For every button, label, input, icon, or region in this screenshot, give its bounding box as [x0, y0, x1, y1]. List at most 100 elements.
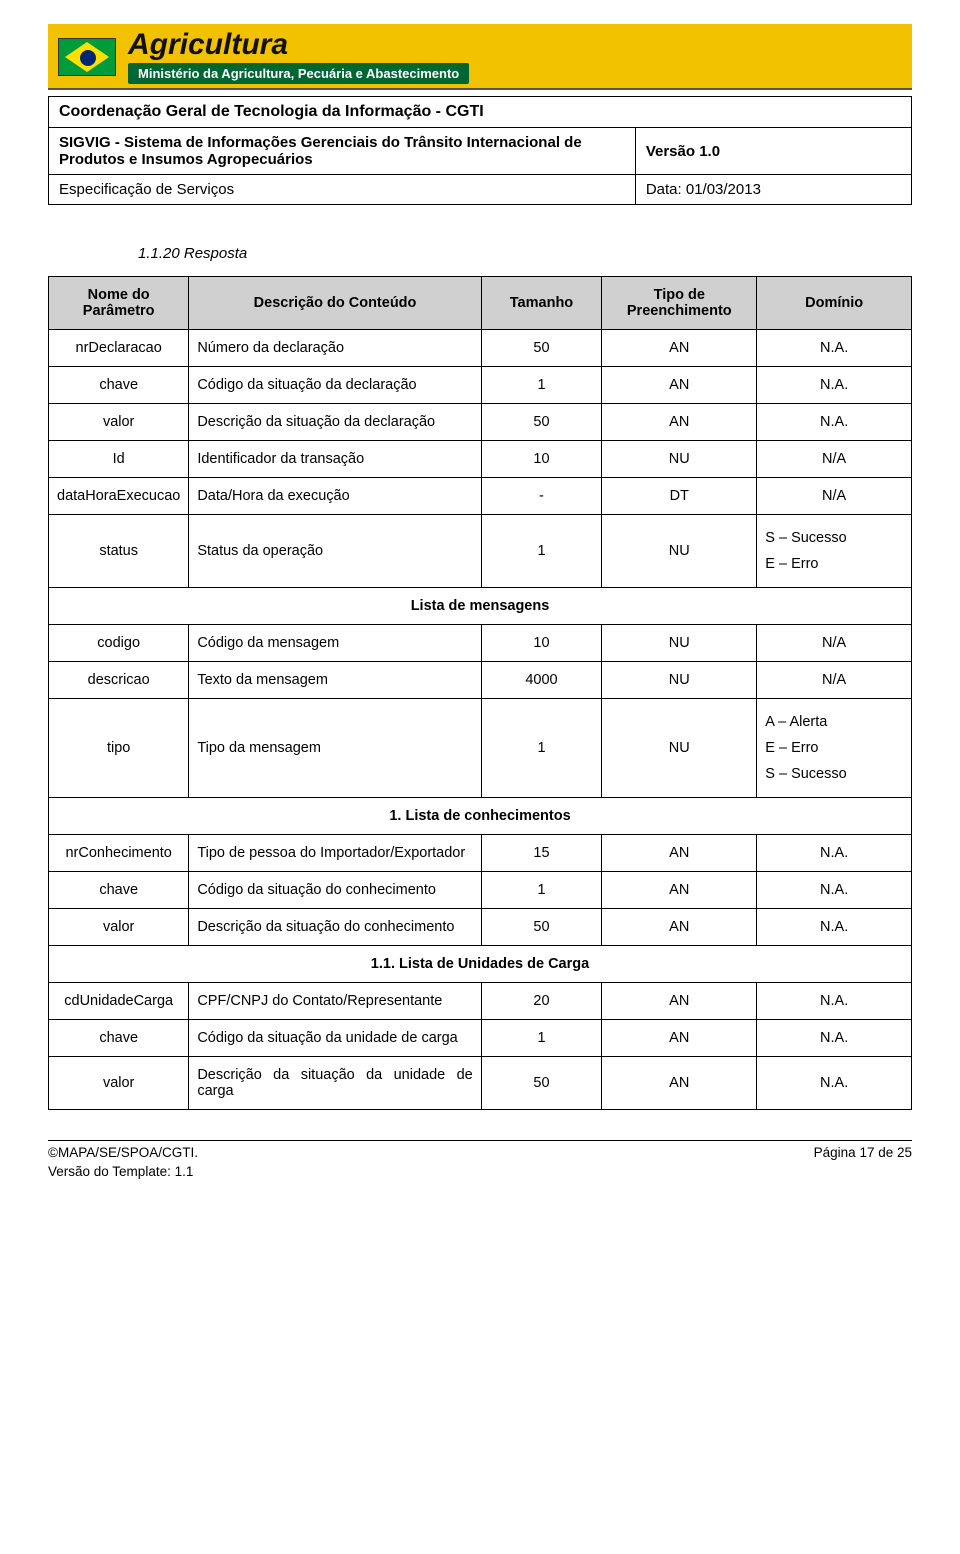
system-name: SIGVIG - Sistema de Informações Gerencia…	[49, 128, 636, 175]
table-row: nrConhecimentoTipo de pessoa do Importad…	[49, 835, 912, 872]
cell-domain: N.A.	[757, 1020, 912, 1057]
cell-param: chave	[49, 367, 189, 404]
cell-size: 1	[481, 699, 601, 798]
cell-fill: AN	[602, 1020, 757, 1057]
cell-fill: AN	[602, 835, 757, 872]
cell-fill: NU	[602, 441, 757, 478]
cell-size: 10	[481, 625, 601, 662]
section-heading: 1.1.20 Resposta	[138, 245, 912, 262]
cell-fill: AN	[602, 983, 757, 1020]
cell-fill: NU	[602, 699, 757, 798]
table-row: nrDeclaracaoNúmero da declaração50ANN.A.	[49, 330, 912, 367]
cell-fill: AN	[602, 404, 757, 441]
cell-size: 50	[481, 909, 601, 946]
cgti-label: Coordenação Geral de Tecnologia da Infor…	[49, 97, 912, 128]
cell-fill: AN	[602, 872, 757, 909]
cell-desc: Tipo de pessoa do Importador/Exportador	[189, 835, 481, 872]
cell-param: tipo	[49, 699, 189, 798]
cell-param: cdUnidadeCarga	[49, 983, 189, 1020]
cell-domain: N/A	[757, 625, 912, 662]
cell-size: 10	[481, 441, 601, 478]
section-divider-row: Lista de mensagens	[49, 588, 912, 625]
cell-domain: N.A.	[757, 367, 912, 404]
cell-param: codigo	[49, 625, 189, 662]
cell-domain: N/A	[757, 662, 912, 699]
cell-fill: AN	[602, 1057, 757, 1110]
cell-param: Id	[49, 441, 189, 478]
cell-desc: Data/Hora da execução	[189, 478, 481, 515]
banner-subtitle: Ministério da Agricultura, Pecuária e Ab…	[128, 63, 469, 84]
cell-domain: S – SucessoE – Erro	[757, 515, 912, 588]
ministry-banner: Agricultura Ministério da Agricultura, P…	[48, 24, 912, 90]
cell-param: nrConhecimento	[49, 835, 189, 872]
table-row: codigoCódigo da mensagem10NUN/A	[49, 625, 912, 662]
cell-domain: N.A.	[757, 983, 912, 1020]
cell-param: valor	[49, 909, 189, 946]
banner-title: Agricultura	[128, 30, 469, 60]
cell-size: 1	[481, 515, 601, 588]
parameters-table: Nome do Parâmetro Descrição do Conteúdo …	[48, 276, 912, 1110]
cell-size: 1	[481, 872, 601, 909]
col-header-size: Tamanho	[481, 277, 601, 330]
footer-template-version: Versão do Template: 1.1	[48, 1164, 912, 1179]
cell-domain: N/A	[757, 441, 912, 478]
cell-domain: N.A.	[757, 1057, 912, 1110]
cell-fill: AN	[602, 330, 757, 367]
table-row: chaveCódigo da situação da unidade de ca…	[49, 1020, 912, 1057]
cell-param: valor	[49, 404, 189, 441]
section-divider-row: 1. Lista de conhecimentos	[49, 798, 912, 835]
section-divider-label: 1. Lista de conhecimentos	[49, 798, 912, 835]
cell-fill: NU	[602, 625, 757, 662]
cell-param: nrDeclaracao	[49, 330, 189, 367]
cell-domain: N.A.	[757, 872, 912, 909]
table-row: descricaoTexto da mensagem4000NUN/A	[49, 662, 912, 699]
cell-domain: N.A.	[757, 909, 912, 946]
section-divider-row: 1.1. Lista de Unidades de Carga	[49, 946, 912, 983]
cell-size: 50	[481, 1057, 601, 1110]
cell-fill: DT	[602, 478, 757, 515]
footer-right: Página 17 de 25	[814, 1145, 912, 1160]
cell-desc: Código da situação da declaração	[189, 367, 481, 404]
cell-domain: N.A.	[757, 404, 912, 441]
table-row: IdIdentificador da transação10NUN/A	[49, 441, 912, 478]
table-row: chaveCódigo da situação do conhecimento1…	[49, 872, 912, 909]
cell-desc: Descrição da situação da declaração	[189, 404, 481, 441]
cell-desc: CPF/CNPJ do Contato/Representante	[189, 983, 481, 1020]
table-row: dataHoraExecucaoData/Hora da execução-DT…	[49, 478, 912, 515]
cell-desc: Código da situação da unidade de carga	[189, 1020, 481, 1057]
col-header-param: Nome do Parâmetro	[49, 277, 189, 330]
cell-param: chave	[49, 872, 189, 909]
section-divider-label: 1.1. Lista de Unidades de Carga	[49, 946, 912, 983]
cell-size: 1	[481, 367, 601, 404]
footer-left: ©MAPA/SE/SPOA/CGTI.	[48, 1145, 198, 1160]
table-row: cdUnidadeCargaCPF/CNPJ do Contato/Repres…	[49, 983, 912, 1020]
cell-desc: Código da situação do conhecimento	[189, 872, 481, 909]
cell-fill: AN	[602, 909, 757, 946]
cell-desc: Tipo da mensagem	[189, 699, 481, 798]
cell-fill: NU	[602, 515, 757, 588]
version-label: Versão 1.0	[635, 128, 911, 175]
table-row: valorDescrição da situação do conhecimen…	[49, 909, 912, 946]
table-row: statusStatus da operação1NUS – SucessoE …	[49, 515, 912, 588]
cell-param: descricao	[49, 662, 189, 699]
brazil-flag-icon	[58, 38, 116, 76]
cell-desc: Descrição da situação do conhecimento	[189, 909, 481, 946]
page-footer: ©MAPA/SE/SPOA/CGTI. Página 17 de 25	[48, 1140, 912, 1160]
cell-size: 50	[481, 330, 601, 367]
cell-domain: N.A.	[757, 330, 912, 367]
table-row: chaveCódigo da situação da declaração1AN…	[49, 367, 912, 404]
cell-size: 20	[481, 983, 601, 1020]
table-row: tipoTipo da mensagem1NUA – AlertaE – Err…	[49, 699, 912, 798]
cell-param: valor	[49, 1057, 189, 1110]
cell-param: dataHoraExecucao	[49, 478, 189, 515]
col-header-fill: Tipo de Preenchimento	[602, 277, 757, 330]
cell-desc: Texto da mensagem	[189, 662, 481, 699]
cell-domain: A – AlertaE – ErroS – Sucesso	[757, 699, 912, 798]
cell-param: chave	[49, 1020, 189, 1057]
col-header-dom: Domínio	[757, 277, 912, 330]
cell-domain: N/A	[757, 478, 912, 515]
cell-size: -	[481, 478, 601, 515]
cell-fill: AN	[602, 367, 757, 404]
cell-desc: Identificador da transação	[189, 441, 481, 478]
date-label: Data: 01/03/2013	[635, 175, 911, 205]
